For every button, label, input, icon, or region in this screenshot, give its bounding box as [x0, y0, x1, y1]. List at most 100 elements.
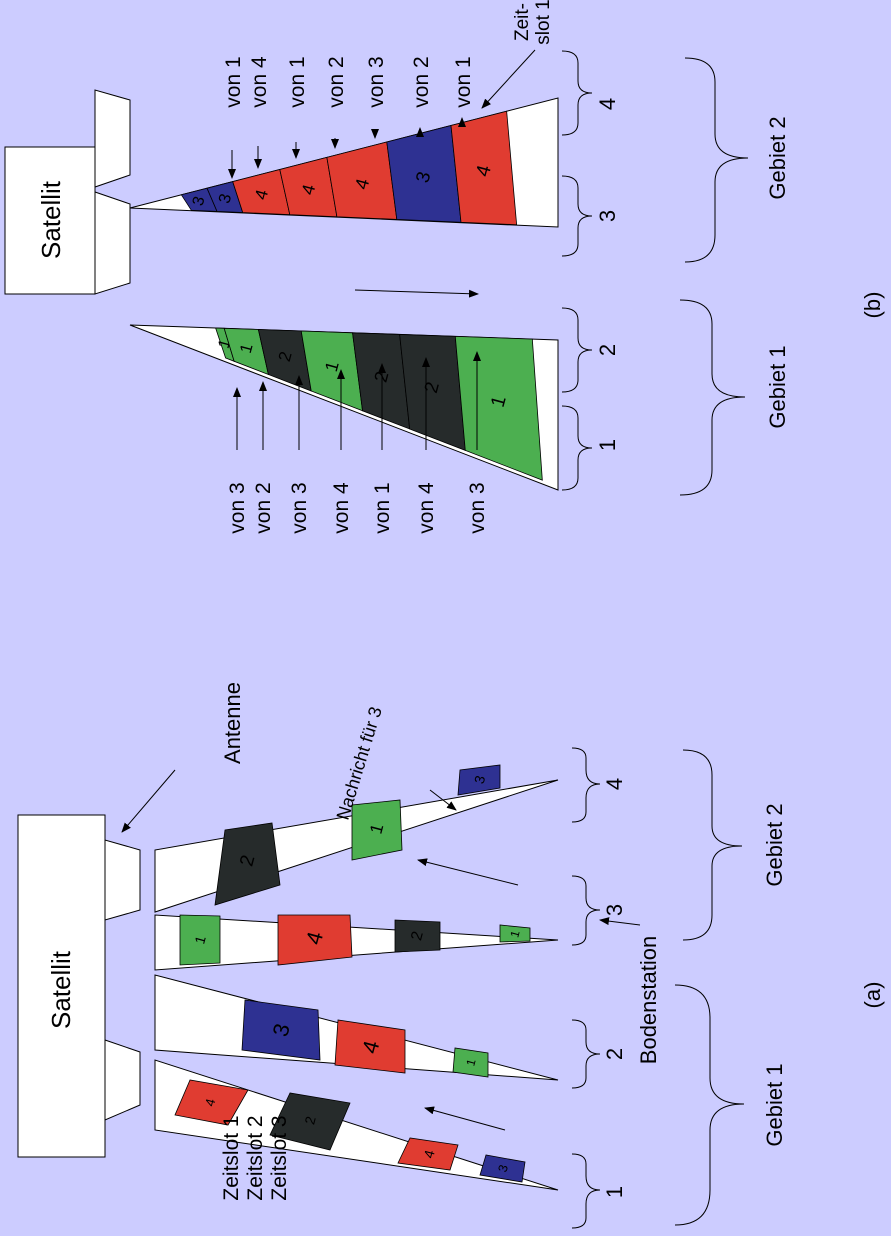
from-label-left: von 3	[466, 482, 489, 533]
antenna-label-a: Antenne	[220, 682, 245, 764]
area-brace-b2	[684, 57, 749, 263]
beam-a1	[154, 1059, 559, 1191]
from-label-right: von 4	[248, 56, 271, 108]
station-label-b2: 2	[595, 344, 620, 356]
beam-a-cell	[499, 924, 531, 943]
from-label-right: von 2	[325, 56, 348, 107]
slot-label-2: Zeitslot 2	[244, 1115, 267, 1200]
station-label-a2: 2	[602, 1048, 627, 1060]
slot-label-3: Zeitslot 3	[268, 1115, 291, 1200]
beam-a-cell-label: 4	[202, 1097, 218, 1108]
beam-a-cell	[457, 764, 501, 796]
beam-a-cell-label: 4	[420, 1148, 438, 1160]
station-brace-b3	[561, 175, 593, 257]
ground-station-label-a: Bodenstation	[636, 936, 661, 1064]
beam-a-cell	[241, 999, 321, 1061]
from-labels-left: von 3 von 2 von 3 von 4 von 1 von 4 von 3	[226, 351, 489, 534]
area-brace-a1	[674, 984, 745, 1226]
beam-b2-cell-label: 3	[412, 169, 435, 185]
beam-a-cell	[179, 914, 221, 966]
station-brace-b4	[561, 50, 593, 136]
station-brace-a2	[571, 1019, 601, 1089]
beam-a-cell	[351, 799, 403, 861]
station-brace-b2	[561, 307, 593, 393]
flow-arrow-a2	[417, 858, 519, 886]
slot-label-1: Zeitslot 1	[220, 1115, 243, 1200]
from-labels-right: von 1 von 4 von 1 von 2 von 3 von 2 von 1	[222, 56, 475, 179]
from-label-left: von 3	[226, 482, 249, 533]
antenna-a2	[104, 839, 141, 921]
station-label-b4: 4	[595, 98, 620, 110]
station-brace-a4	[571, 747, 601, 823]
from-label-right: von 3	[365, 56, 388, 107]
ground-station-arrow-a	[599, 917, 641, 926]
from-label-left: von 4	[415, 482, 438, 534]
beam-a-cell	[214, 822, 281, 906]
from-label-left: von 4	[330, 482, 353, 534]
station-label-b1: 1	[595, 439, 620, 451]
from-label-left: von 3	[288, 482, 311, 533]
area-brace-a2	[682, 749, 743, 941]
zeitslot-label-b1: Zeit-	[512, 3, 533, 41]
area-label-b1: Gebiet 1	[765, 345, 790, 428]
beam-a-cell	[397, 1137, 459, 1171]
flow-arrow-a1	[424, 1106, 506, 1131]
beam-b2-cell-label: 3	[190, 195, 209, 208]
beam-a-cell-label: 3	[496, 1163, 511, 1173]
station-brace-b1	[561, 405, 593, 491]
from-label-left: von 2	[252, 482, 275, 533]
area-label-b2: Gebiet 2	[765, 116, 790, 199]
beam-b1-cell	[454, 335, 543, 481]
antenna-a1	[104, 1039, 141, 1121]
zeitslot-arrow-b	[481, 49, 536, 109]
satellite-label-a: Satellit	[46, 950, 76, 1029]
beam-a-cell-label: 1	[507, 929, 522, 939]
satellite-box-a	[17, 814, 106, 1158]
station-brace-a3	[571, 875, 601, 946]
station-label-a1: 1	[602, 1186, 627, 1198]
beam-b1-cell-label: 2	[421, 380, 444, 396]
from-label-right: von 1	[286, 56, 309, 107]
from-label-left: von 1	[371, 482, 394, 533]
beam-a-cell-label: 2	[408, 930, 427, 943]
station-label-a4: 4	[602, 778, 627, 790]
area-label-a1: Gebiet 1	[762, 1063, 787, 1146]
station-label-b3: 3	[595, 210, 620, 222]
beam-a-cell	[277, 914, 353, 966]
from-label-right: von 1	[452, 56, 475, 107]
beam-a-cell	[174, 1079, 249, 1126]
antenna-arrow-a	[121, 769, 176, 833]
beam-a-cell-label: 1	[191, 934, 209, 946]
area-label-a2: Gebiet 2	[762, 803, 787, 886]
message-arrow-a	[429, 789, 457, 811]
flow-arrow-b	[354, 289, 479, 298]
station-brace-a1	[571, 1153, 601, 1229]
zeitslot-label-b2: slot 1	[533, 0, 554, 45]
panel-label-b: (b)	[860, 292, 885, 319]
satellite-box-b	[4, 146, 96, 295]
beam-a-cell	[394, 919, 441, 953]
beam-a-cell-label: 1	[463, 1057, 478, 1067]
from-label-right: von 1	[222, 56, 245, 107]
beam-a-cell	[334, 1019, 406, 1074]
satellite-label-b: Satellit	[36, 180, 66, 259]
beam-a-cell-label: 3	[471, 773, 489, 785]
beam-a-cell-label: 2	[301, 1114, 319, 1126]
antenna-b2	[94, 89, 131, 188]
beam-b2-cell	[450, 110, 518, 226]
from-label-right: von 2	[410, 56, 433, 107]
beam-a-cell	[269, 1092, 351, 1151]
station-label-a3: 3	[602, 904, 627, 916]
panel-label-a: (a)	[860, 982, 885, 1009]
area-brace-b1	[679, 299, 746, 496]
beam-a-cell	[479, 1154, 526, 1183]
beam-a3	[154, 914, 559, 971]
antenna-b1	[94, 191, 131, 295]
